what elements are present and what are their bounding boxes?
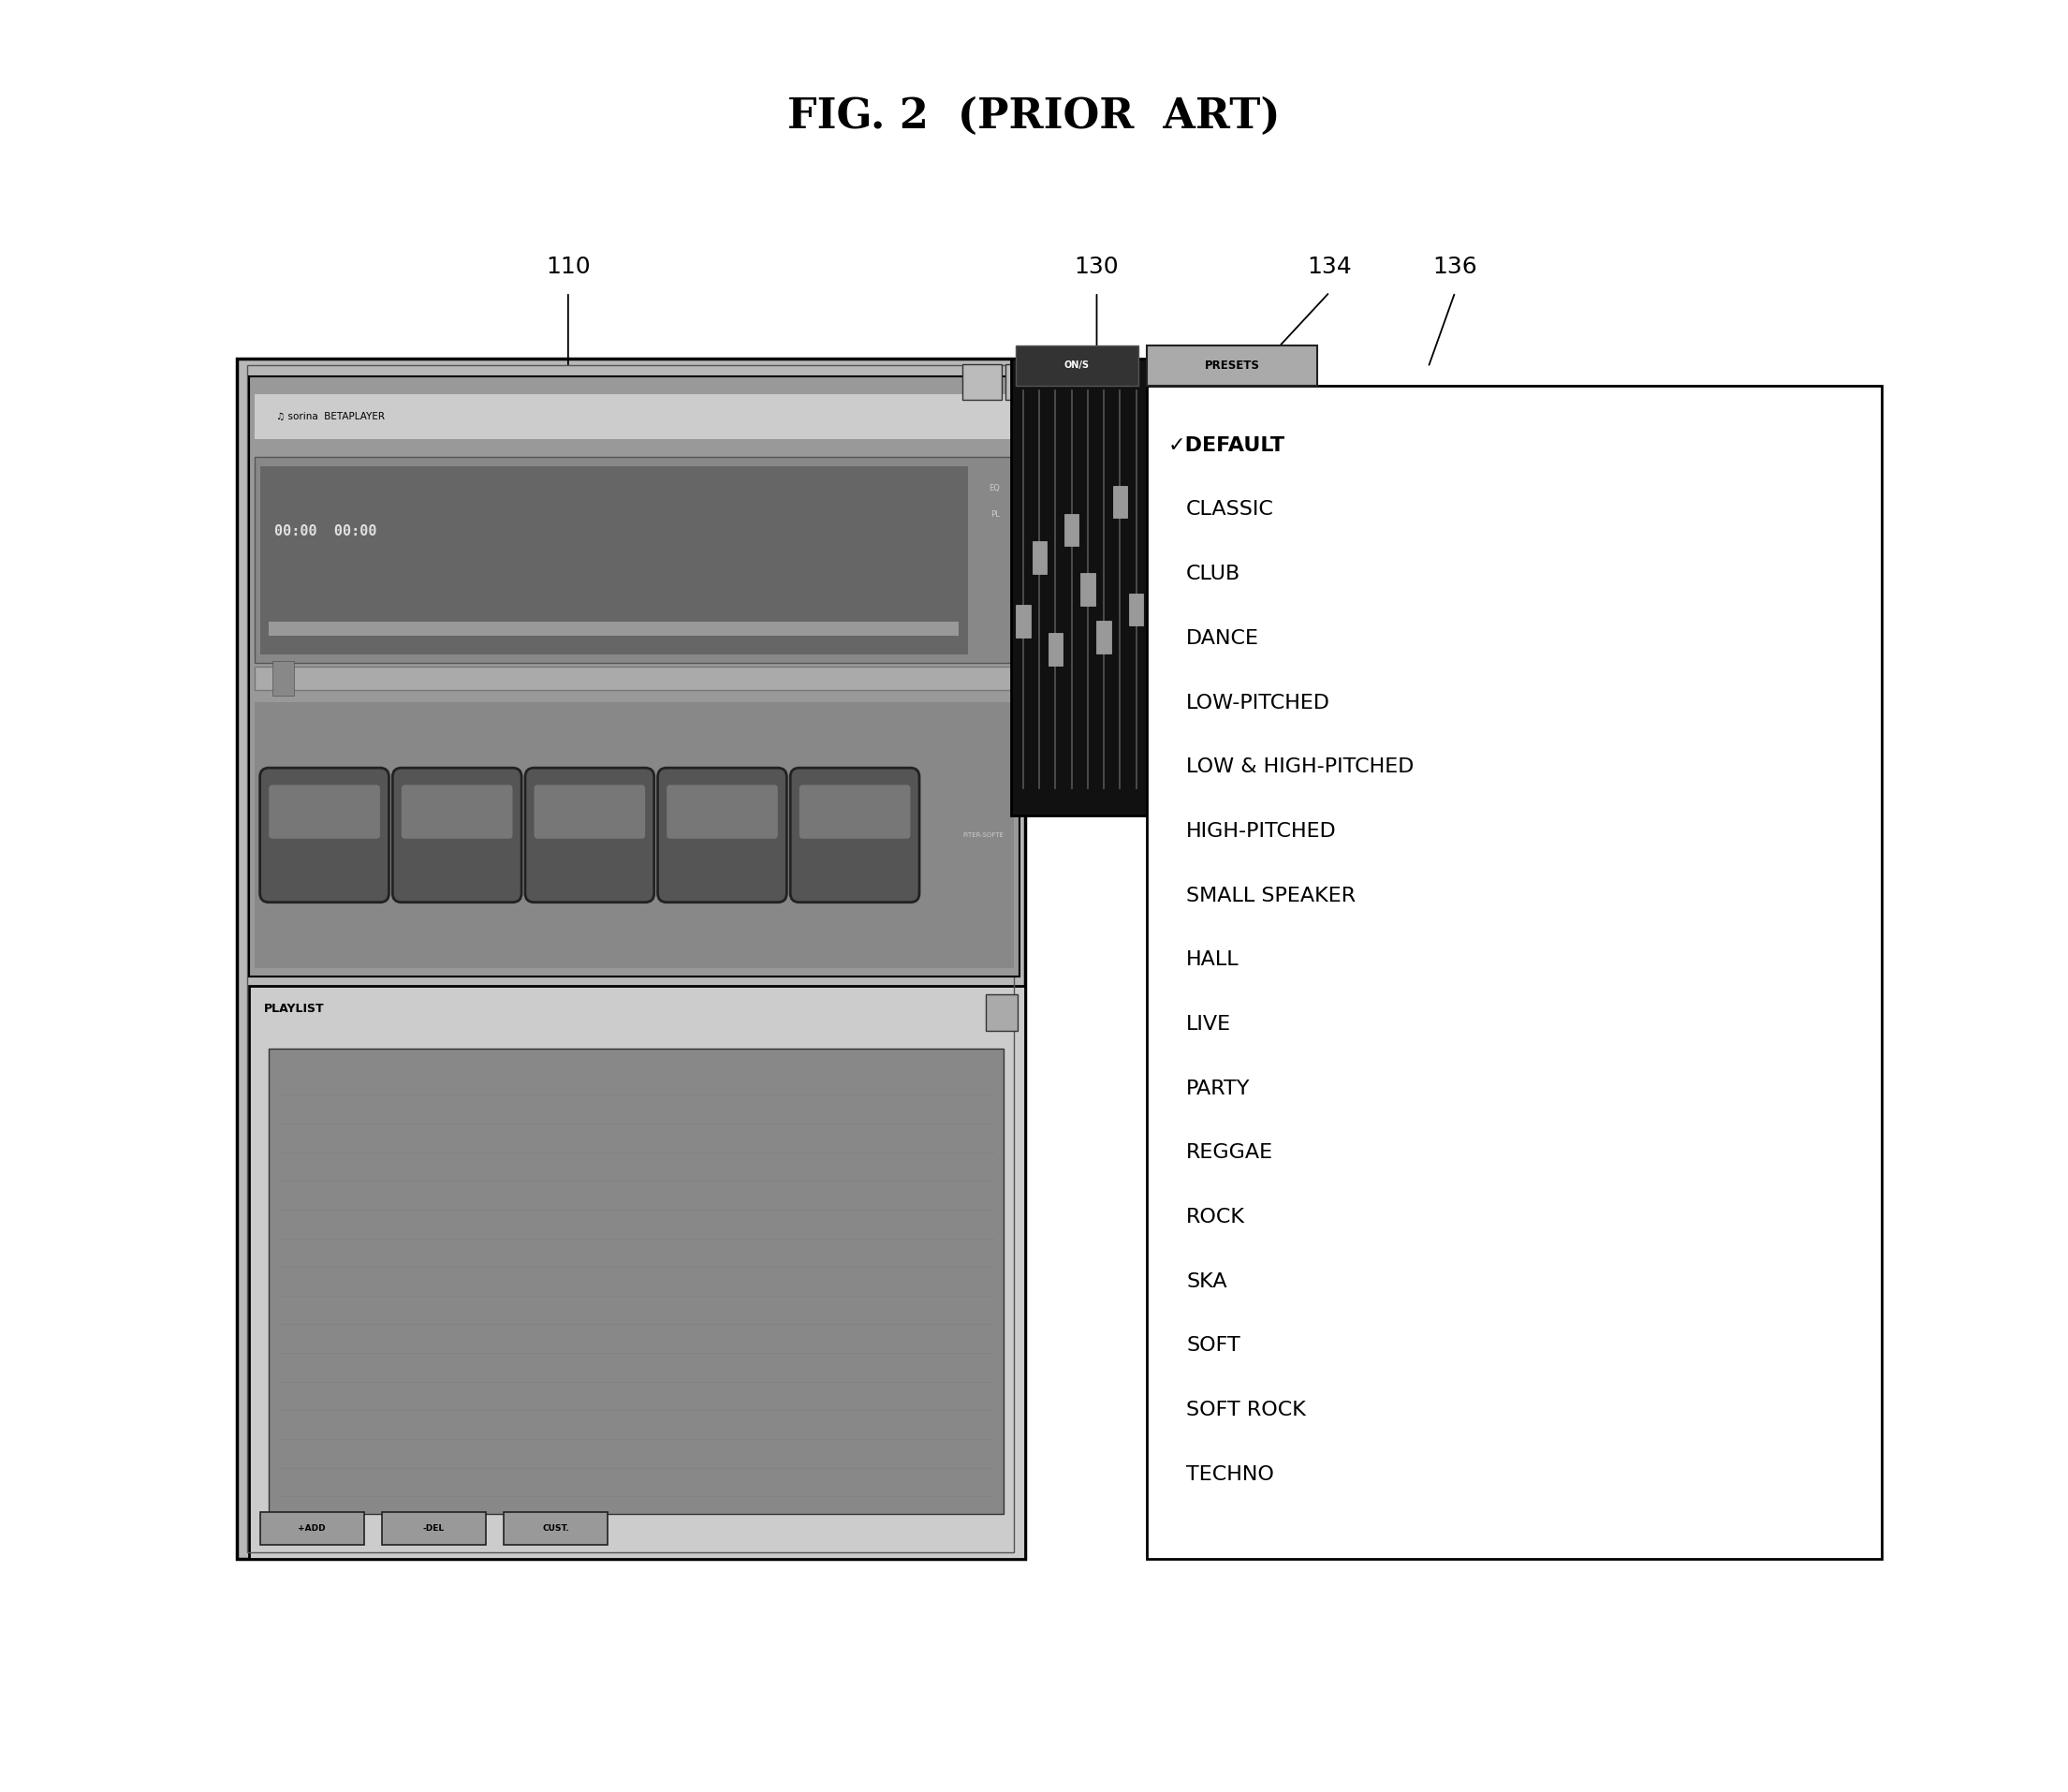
Bar — [1005, 364, 1024, 400]
Text: CLUB: CLUB — [1187, 564, 1241, 584]
Bar — [505, 1512, 608, 1545]
Text: FITER-SOFTE: FITER-SOFTE — [962, 831, 1003, 839]
Bar — [1113, 486, 1127, 518]
Text: FIG. 2  (PRIOR  ART): FIG. 2 (PRIOR ART) — [788, 97, 1280, 136]
Text: LOW-PITCHED: LOW-PITCHED — [1187, 694, 1330, 711]
FancyBboxPatch shape — [534, 785, 645, 839]
Text: LOW & HIGH-PITCHED: LOW & HIGH-PITCHED — [1187, 758, 1415, 776]
FancyBboxPatch shape — [269, 785, 381, 839]
Text: REGGAE: REGGAE — [1187, 1143, 1274, 1163]
Bar — [248, 366, 1013, 1552]
Text: ON/S: ON/S — [1065, 360, 1090, 371]
Bar — [986, 995, 1017, 1030]
Text: HIGH-PITCHED: HIGH-PITCHED — [1187, 823, 1336, 840]
FancyBboxPatch shape — [525, 767, 653, 901]
Text: PL: PL — [991, 511, 1001, 520]
FancyBboxPatch shape — [666, 785, 778, 839]
Bar — [254, 702, 1013, 968]
Text: PRESETS: PRESETS — [1204, 360, 1259, 371]
FancyBboxPatch shape — [798, 785, 910, 839]
Text: ROCK: ROCK — [1187, 1208, 1245, 1226]
Text: CUST.: CUST. — [542, 1525, 569, 1532]
Bar — [1015, 606, 1030, 638]
Text: 130: 130 — [1075, 254, 1119, 278]
Text: HALL: HALL — [1187, 950, 1239, 969]
FancyBboxPatch shape — [393, 767, 521, 901]
Text: EQ: EQ — [989, 484, 1001, 493]
Bar — [1148, 385, 1882, 1559]
Bar — [1065, 514, 1079, 547]
Bar — [1129, 593, 1144, 625]
Text: SOFT ROCK: SOFT ROCK — [1187, 1401, 1307, 1419]
Text: +ADD: +ADD — [298, 1525, 327, 1532]
FancyBboxPatch shape — [261, 767, 389, 901]
Text: DANCE: DANCE — [1187, 629, 1259, 647]
Bar — [1011, 358, 1148, 815]
Text: SKA: SKA — [1187, 1272, 1226, 1290]
Bar — [254, 457, 1013, 663]
Bar — [269, 1048, 1003, 1514]
Bar — [248, 986, 1026, 1559]
Bar — [383, 1512, 486, 1545]
FancyBboxPatch shape — [658, 767, 786, 901]
Text: SMALL SPEAKER: SMALL SPEAKER — [1187, 887, 1357, 905]
Text: TECHNO: TECHNO — [1187, 1464, 1274, 1484]
Text: PLAYLIST: PLAYLIST — [263, 1004, 325, 1014]
FancyBboxPatch shape — [790, 767, 920, 901]
Text: 110: 110 — [546, 254, 591, 278]
Text: 00:00  00:00: 00:00 00:00 — [275, 525, 376, 539]
Bar — [254, 667, 1013, 690]
Bar — [1096, 622, 1111, 654]
Bar — [261, 466, 968, 654]
Text: CLASSIC: CLASSIC — [1187, 500, 1274, 520]
Bar — [1032, 541, 1046, 573]
Bar — [248, 376, 1020, 977]
Bar — [236, 358, 1026, 1559]
Bar — [1015, 346, 1137, 385]
Text: ♫ sorina  BETAPLAYER: ♫ sorina BETAPLAYER — [275, 412, 385, 421]
Text: LIVE: LIVE — [1187, 1014, 1230, 1034]
Bar — [273, 661, 294, 695]
Text: 134: 134 — [1307, 254, 1352, 278]
Text: -DEL: -DEL — [424, 1525, 445, 1532]
Bar — [1148, 346, 1317, 385]
Text: 136: 136 — [1433, 254, 1477, 278]
Bar — [254, 394, 1013, 439]
Bar — [962, 364, 1001, 400]
Text: PARTY: PARTY — [1187, 1079, 1251, 1098]
Bar — [261, 1512, 364, 1545]
Text: SOFT: SOFT — [1187, 1337, 1241, 1355]
Text: ✓DEFAULT: ✓DEFAULT — [1168, 435, 1286, 455]
Bar — [269, 622, 960, 636]
FancyBboxPatch shape — [401, 785, 513, 839]
Bar — [1048, 633, 1063, 665]
Bar — [1082, 573, 1094, 606]
